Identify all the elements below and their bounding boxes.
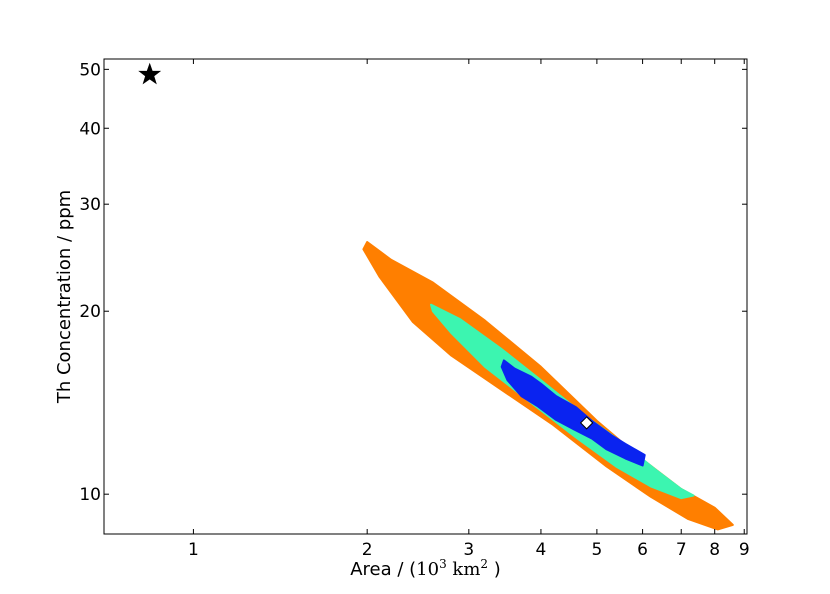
- y-tick-label: 50: [79, 60, 101, 80]
- x-tick-label: 3: [463, 540, 474, 560]
- plot-frame: [103, 58, 748, 535]
- marker-layer: [138, 62, 594, 430]
- x-tick-label: 2: [362, 540, 373, 560]
- contour-inner: [500, 359, 646, 467]
- x-tick-label: 4: [536, 540, 547, 560]
- tick-layer: 1 2 3 4 5 6 7 8 9 10 20 30 40 50: [79, 59, 750, 560]
- x-tick-label: 1: [188, 540, 199, 560]
- best-fit-marker: [579, 416, 594, 430]
- star-marker: [138, 62, 162, 85]
- contour-layer: [362, 241, 734, 531]
- y-tick-label: 20: [79, 302, 101, 322]
- x-axis-title: Area / (103 km2 ): [350, 557, 501, 580]
- x-tick-label: 8: [709, 540, 720, 560]
- x-tick-label: 6: [637, 540, 648, 560]
- y-tick-label: 10: [79, 485, 101, 505]
- x-tick-label: 9: [739, 540, 750, 560]
- y-tick-label: 30: [79, 195, 101, 215]
- x-tick-label: 5: [591, 540, 602, 560]
- x-tick-label: 7: [676, 540, 687, 560]
- y-tick-label: 40: [79, 119, 101, 139]
- y-axis-title: Th Concentration / ppm: [54, 190, 75, 404]
